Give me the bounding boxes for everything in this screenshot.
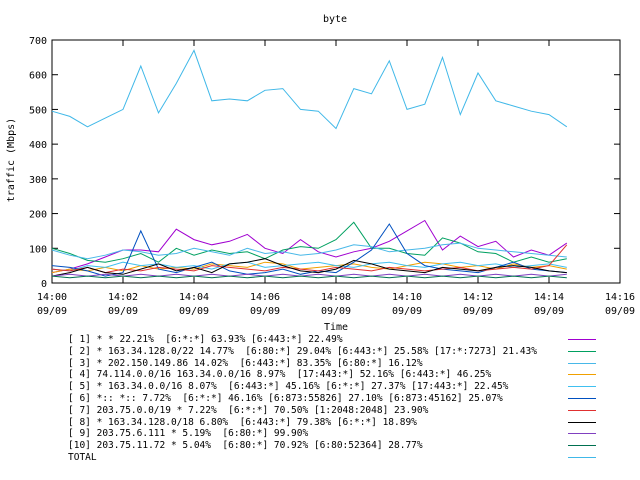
y-tick-label: 500 xyxy=(29,105,47,116)
series-line-4 xyxy=(51,261,567,274)
y-axis: 0 100 200 300 400 500 600 700 xyxy=(29,36,620,290)
x-tick-label-date: 09/09 xyxy=(392,306,422,317)
legend-label: [ 1] * * 22.21% [6:*:*] 63.93% [6:443:*]… xyxy=(68,334,343,345)
legend-label: [10] 203.75.11.72 * 5.04% [6:80:*] 70.92… xyxy=(68,440,423,452)
legend-swatch xyxy=(568,350,596,352)
legend-label: [ 3] * 202.150.149.86 14.02% [6:443:*] 8… xyxy=(68,357,423,369)
legend-item: [ 6] *:: *:: 7.72% [6:*:*] 46.16% [6:873… xyxy=(68,393,628,404)
chart-title: byte xyxy=(323,14,347,25)
x-tick-label-time: 14:10 xyxy=(392,292,422,303)
y-axis-label: traffic (Mbps) xyxy=(6,118,17,202)
legend-label: [ 4] 74.114.0.0/16 163.34.0.0/16 8.97% [… xyxy=(68,369,492,381)
x-tick-label-time: 14:06 xyxy=(250,292,280,303)
legend-item: [ 9] 203.75.6.111 * 5.19% [6:80:*] 99.90… xyxy=(68,428,628,439)
series-line-9 xyxy=(51,273,567,277)
x-tick-label-date: 09/09 xyxy=(250,306,280,317)
legend-item: TOTAL xyxy=(68,452,628,463)
plot-area-frame xyxy=(51,39,621,284)
x-tick-label-date: 09/09 xyxy=(179,306,209,317)
legend-label: TOTAL xyxy=(68,452,97,463)
legend-item: [ 7] 203.75.0.0/19 * 7.22% [6:*:*] 70.50… xyxy=(68,405,628,416)
legend-label: [ 9] 203.75.6.111 * 5.19% [6:80:*] 99.90… xyxy=(68,428,309,440)
legend-label: [ 5] * 163.34.0.0/16 8.07% [6:443:*] 45.… xyxy=(68,381,509,393)
x-tick-label-time: 14:08 xyxy=(321,292,351,303)
y-tick-label: 700 xyxy=(29,36,47,47)
legend-item: [ 2] * 163.34.128.0/22 14.77% [6:80:*] 2… xyxy=(68,346,628,357)
y-tick-label: 0 xyxy=(41,279,47,290)
x-tick-label-date: 09/09 xyxy=(321,306,351,317)
x-tick-label-time: 14:12 xyxy=(463,292,493,303)
series-line-1 xyxy=(51,219,568,274)
chart-svg: byte traffic (Mbps) Time 0 100 200 300 400 50… xyxy=(6,14,635,333)
x-tick-label-date: 09/09 xyxy=(463,306,493,317)
y-tick-label: 400 xyxy=(29,140,47,151)
legend-label: [ 7] 203.75.0.0/19 * 7.22% [6:*:*] 70.50… xyxy=(68,404,429,416)
legend-label: [ 2] * 163.34.128.0/22 14.77% [6:80:*] 2… xyxy=(68,345,537,357)
x-tick-label-time: 14:14 xyxy=(534,292,564,303)
y-tick-label: 200 xyxy=(29,210,47,221)
legend-item: [ 5] * 163.34.0.0/16 8.07% [6:443:*] 45.… xyxy=(68,381,628,392)
legend-item: [ 4] 74.114.0.0/16 163.34.0.0/16 8.97% [… xyxy=(68,369,628,380)
series-line-10 xyxy=(51,275,567,279)
legend-swatch xyxy=(568,339,596,340)
x-tick-label-time: 14:02 xyxy=(108,292,138,303)
series-line-6 xyxy=(51,223,567,277)
series-line-3 xyxy=(51,242,567,260)
legend-swatch xyxy=(568,457,596,458)
legend-swatch xyxy=(568,433,596,435)
legend-label: [ 6] *:: *:: 7.72% [6:*:*] 46.16% [6:873… xyxy=(68,393,503,404)
legend-item: [ 3] * 202.150.149.86 14.02% [6:443:*] 8… xyxy=(68,358,628,369)
legend-label: [ 8] * 163.34.128.0/18 6.80% [6:443:*] 7… xyxy=(68,416,417,428)
series-line-11 xyxy=(51,49,568,130)
x-tick-label-date: 09/09 xyxy=(605,306,635,317)
y-tick-label: 600 xyxy=(29,71,47,82)
x-tick-label-time: 14:16 xyxy=(605,292,635,303)
series-line-5 xyxy=(51,261,567,272)
series-line-2 xyxy=(51,221,567,263)
legend-item: [10] 203.75.11.72 * 5.04% [6:80:*] 70.92… xyxy=(68,440,628,451)
x-tick-label-time: 14:00 xyxy=(37,292,67,303)
legend-swatch xyxy=(568,398,596,399)
legend-swatch xyxy=(568,409,596,411)
x-tick-label-date: 09/09 xyxy=(534,306,564,317)
legend-item: [ 1] * * 22.21% [6:*:*] 63.93% [6:443:*]… xyxy=(68,334,628,345)
series-lines xyxy=(51,49,568,279)
y-tick-label: 100 xyxy=(29,244,47,255)
legend-item: [ 8] * 163.34.128.0/18 6.80% [6:443:*] 7… xyxy=(68,417,628,428)
legend-swatch xyxy=(568,386,596,388)
legend-swatch xyxy=(568,374,596,376)
legend-swatch xyxy=(568,421,596,423)
x-axis-label: Time xyxy=(324,322,348,333)
series-line-8 xyxy=(51,258,567,277)
y-tick-label: 300 xyxy=(29,175,47,186)
x-axis: 14:00 09/09 14:02 09/09 14:04 09/09 14:06 09/09… xyxy=(37,40,635,317)
x-tick-label-date: 09/09 xyxy=(108,306,138,317)
x-tick-label-date: 09/09 xyxy=(37,306,67,317)
legend-swatch xyxy=(568,445,596,447)
x-tick-label-time: 14:04 xyxy=(179,292,209,303)
legend-swatch xyxy=(568,362,596,364)
